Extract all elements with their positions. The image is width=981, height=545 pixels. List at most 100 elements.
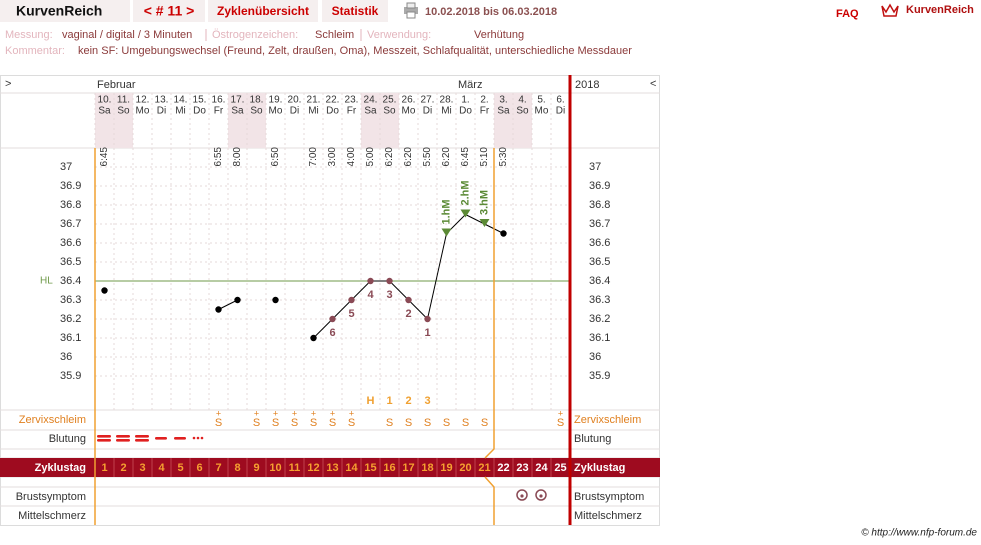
cycle-nav[interactable]: < # 11 >	[144, 3, 195, 19]
cervix-symbol: S	[215, 417, 222, 429]
cervix-symbol: S	[424, 417, 431, 429]
day-label: 1.	[461, 95, 469, 106]
cycle-day: 4	[158, 462, 165, 474]
high-label: 2.hM	[459, 180, 471, 205]
cycle-day: 25	[554, 462, 566, 474]
weekend-shade	[361, 93, 380, 148]
y-tick-label: 36	[60, 351, 72, 363]
day-label: 25.	[383, 95, 397, 106]
printer-icon[interactable]	[404, 2, 418, 19]
day-label: 17.	[231, 95, 245, 106]
time-label: 6:45	[460, 147, 471, 167]
cervix-symbol: S	[405, 417, 412, 429]
info-value: vaginal / digital / 3 Minuten	[62, 29, 192, 41]
day-label: 24.	[364, 95, 378, 106]
weekend-shade	[494, 93, 513, 148]
weekday-label: Do	[193, 106, 206, 117]
y-tick-label: 36.3	[60, 294, 81, 306]
tab[interactable]: Statistik	[332, 4, 379, 18]
cycle-day: 15	[364, 462, 376, 474]
temperature-point	[215, 306, 222, 313]
cycle-day: 22	[497, 462, 509, 474]
cycle-day: 21	[478, 462, 490, 474]
y-tick-label: 36.1	[589, 332, 610, 344]
phase-label: 2	[405, 395, 411, 407]
day-label: 19.	[269, 95, 283, 106]
cervix-sup: +	[558, 408, 563, 418]
cervix-symbol: S	[348, 417, 355, 429]
high-point	[441, 228, 452, 237]
weekday-label: Sa	[98, 106, 111, 117]
low-label: 6	[329, 327, 335, 339]
weekday-label: Mi	[175, 106, 186, 117]
y-tick-label: 36.5	[589, 256, 610, 268]
info-label: Messung:	[5, 29, 53, 41]
weekday-label: Sa	[364, 106, 377, 117]
temperature-point	[329, 315, 336, 323]
cycle-day: 3	[139, 462, 145, 474]
comment: kein SF: Umgebungswechsel (Freund, Zelt,…	[78, 45, 632, 57]
y-tick-label: 36.9	[60, 180, 81, 192]
cervix-symbol: S	[272, 417, 279, 429]
day-label: 3.	[499, 95, 507, 106]
cycle-day: 9	[253, 462, 259, 474]
day-label: 15.	[193, 95, 207, 106]
y-tick-label: 36.6	[589, 237, 610, 249]
cycle-day: 14	[345, 462, 358, 474]
nav-prev[interactable]: >	[5, 78, 11, 90]
time-label: 6:20	[403, 147, 414, 167]
weekday-label: Mo	[402, 106, 416, 117]
cycle-day: 10	[269, 462, 281, 474]
cervix-symbol: S	[253, 417, 260, 429]
y-tick-label: 35.9	[60, 370, 81, 382]
cycle-day: 12	[307, 462, 319, 474]
tab-box[interactable]	[208, 0, 318, 22]
tab[interactable]: Zyklenübersicht	[217, 4, 309, 18]
weekday-label: Mi	[441, 106, 452, 117]
nav-next[interactable]: <	[650, 78, 656, 90]
weekday-label: So	[117, 106, 130, 117]
row-label: Zervixschleim	[574, 414, 641, 426]
day-label: 10.	[98, 95, 112, 106]
weekday-label: Di	[290, 106, 299, 117]
row-label: Blutung	[574, 433, 611, 445]
y-tick-label: 36.4	[60, 275, 81, 287]
day-label: 20.	[288, 95, 302, 106]
cycle-day: 1	[101, 462, 107, 474]
high-label: 1.hM	[440, 199, 452, 224]
tab-box[interactable]	[322, 0, 388, 22]
cervix-symbol: S	[443, 417, 450, 429]
year: 2018	[575, 79, 599, 91]
day-label: 26.	[402, 95, 416, 106]
high-label: 3.hM	[478, 190, 490, 215]
phase-label: 1	[386, 395, 392, 407]
day-label: 22.	[326, 95, 340, 106]
temperature-point	[272, 296, 279, 304]
weekend-shade	[380, 93, 399, 148]
weekday-label: Mo	[136, 106, 150, 117]
time-label: 6:50	[270, 147, 281, 167]
high-point	[479, 219, 490, 227]
logo-text[interactable]: KurvenReich	[906, 4, 974, 16]
evaluation-line	[484, 148, 495, 525]
cycle-day: 20	[459, 462, 471, 474]
cycle-nav-box[interactable]	[133, 0, 205, 22]
weekday-label: Do	[326, 106, 339, 117]
day-label: 23.	[345, 95, 359, 106]
temperature-point	[310, 334, 317, 342]
date-range: 10.02.2018 bis 06.03.2018	[425, 6, 557, 18]
temperature-point	[424, 315, 431, 323]
weekday-label: So	[516, 106, 529, 117]
info-value: Schleim	[315, 29, 354, 41]
cervix-symbol: S	[310, 417, 317, 429]
weekend-shade	[228, 93, 247, 148]
cycle-day: 24	[535, 462, 548, 474]
row-label: Blutung	[49, 433, 86, 445]
cycle-day: 18	[421, 462, 433, 474]
cervix-sup: +	[254, 408, 259, 418]
cycle-day: 19	[440, 462, 452, 474]
y-tick-label: 36.2	[60, 313, 81, 325]
y-tick-label: 36.5	[60, 256, 81, 268]
faq-link[interactable]: FAQ	[836, 8, 859, 20]
day-label: 11.	[117, 95, 130, 106]
